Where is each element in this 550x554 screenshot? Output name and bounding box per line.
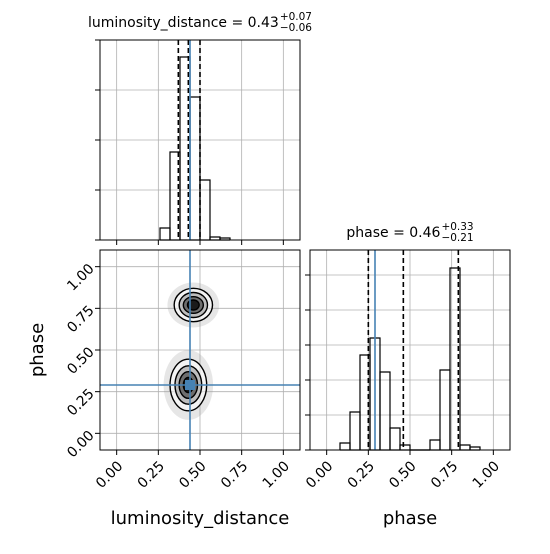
title-sub: −0.06 [280,22,312,34]
hist-bin [429,439,441,450]
y-tick-label: 1.00 [64,261,97,294]
hist-bin [379,371,391,450]
x-tick-label: 0.75 [428,458,461,491]
panel-title: phase = 0.46 +0.33−0.21 [346,221,473,244]
y-axis-label: phase [27,323,48,377]
y-tick-label: 0.75 [64,303,97,336]
y-tick-label: 0.50 [64,344,97,377]
title-main: luminosity_distance = 0.43 [88,15,279,31]
x-tick-label: 0.00 [303,458,336,491]
x-tick-label: 1.00 [470,458,503,491]
x-axis-label: phase [383,508,437,529]
x-tick-label: 0.75 [218,458,251,491]
y-tick-label: 0.00 [64,428,97,461]
y-tick-label: 0.25 [64,386,97,419]
hist-bin [439,369,451,450]
x-axis-label: luminosity_distance [111,508,290,529]
x-tick-label: 0.50 [176,458,209,491]
hist-bin [339,442,351,450]
panel-frame [99,39,301,241]
hist-bin [399,444,411,450]
truth-marker [185,380,195,390]
panel-frame [99,249,301,451]
hist-bin [159,227,171,240]
title-sup: +0.07 [280,11,312,23]
x-tick-label: 0.00 [93,458,126,491]
hist-bin [349,411,361,450]
x-tick-label: 0.50 [386,458,419,491]
hist-bin [389,427,401,450]
hist-bin [199,179,211,240]
x-tick-label: 1.00 [260,458,293,491]
hist-bin [459,444,471,450]
title-main: phase = 0.46 [346,225,440,241]
hist-bin [449,267,461,450]
panel-title: luminosity_distance = 0.43 +0.07−0.06 [88,11,312,34]
title-sub: −0.21 [441,232,473,244]
x-tick-label: 0.25 [135,458,168,491]
panel-frame [309,249,511,451]
hist-bin [189,96,201,240]
x-tick-label: 0.25 [345,458,378,491]
title-sup: +0.33 [441,221,473,233]
hist-bin [469,446,481,450]
hist-bin [219,237,231,240]
